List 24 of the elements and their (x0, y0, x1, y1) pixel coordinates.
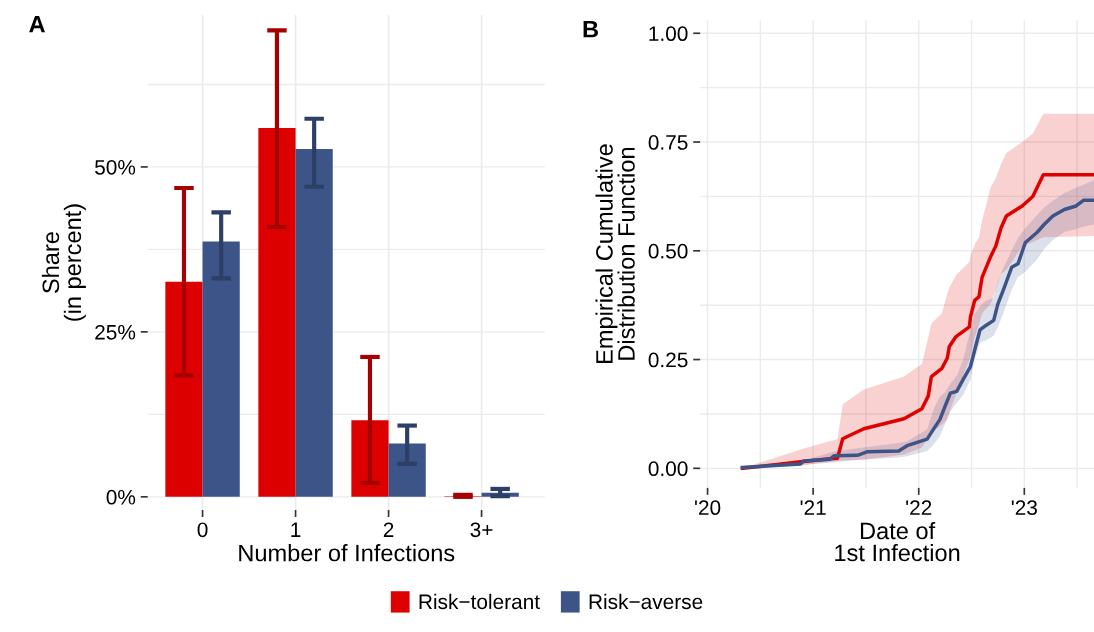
y-tick-label: 0% (106, 489, 136, 505)
x-tick-label: '20 (695, 500, 721, 516)
y-axis-title: Share (in percent) (41, 204, 86, 321)
x-tick-label: '23 (1011, 500, 1037, 516)
y-axis-title: Empirical Cumulative Distribution Function (595, 144, 635, 363)
legend-label: Risk−tolerant (419, 593, 540, 610)
y-tick-label: 0.00 (648, 461, 688, 477)
chart-title: A (29, 16, 45, 33)
y-tick-label: 0.50 (648, 243, 688, 259)
x-axis-title: Number of Infections (239, 544, 455, 562)
y-tick-label: 0.75 (648, 135, 688, 150)
y-tick-label: 1.00 (649, 26, 688, 42)
x-tick-label: '22 (906, 500, 932, 515)
x-tick-label: 1 (291, 522, 301, 537)
y-tick-label: 50% (95, 159, 136, 175)
chart-title: B (583, 21, 598, 38)
legend-label: Risk−averse (589, 593, 703, 610)
x-axis-title: Date of 1st Infection (835, 521, 960, 562)
y-tick-label: 25% (95, 324, 136, 340)
x-tick-label: '21 (800, 500, 826, 515)
y-tick-label: 0.25 (648, 352, 688, 368)
x-tick-label: 2 (383, 522, 394, 537)
x-tick-label: 3+ (470, 522, 493, 538)
x-tick-label: 0 (197, 522, 208, 538)
